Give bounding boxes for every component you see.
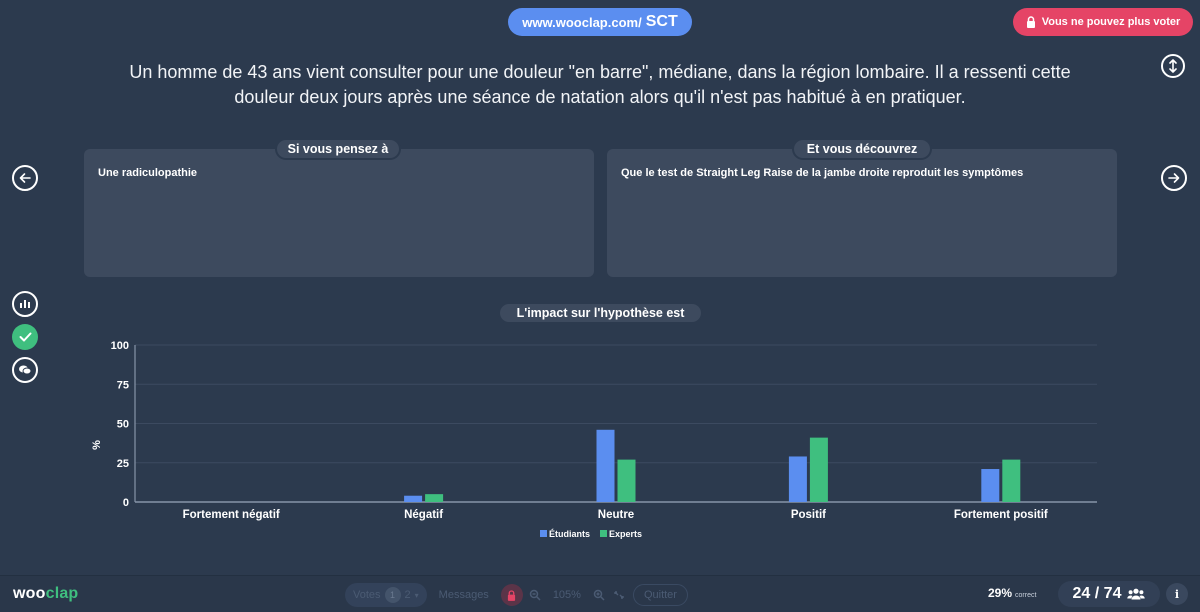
y-tick-label: 50	[117, 419, 129, 431]
x-tick-label: Fortement positif	[954, 509, 1048, 521]
quit-button[interactable]: Quitter	[632, 584, 688, 606]
question-text: Un homme de 43 ans vient consulter pour …	[70, 60, 1130, 110]
arrow-left-icon	[19, 173, 31, 183]
next-question-button[interactable]	[1161, 165, 1187, 191]
results-view-button[interactable]	[12, 291, 38, 317]
event-url-prefix: www.wooclap.com/	[522, 14, 642, 30]
vote-status-text: Vous ne pouvez plus voter	[1041, 16, 1181, 28]
x-tick-label: Négatif	[404, 509, 443, 521]
votes-selector[interactable]: Votes 1 2 ▾	[345, 583, 427, 607]
y-tick-label: 25	[117, 458, 129, 470]
legend-swatch	[600, 530, 607, 537]
votes-label: Votes	[353, 589, 381, 601]
chat-bubbles-icon	[19, 365, 32, 375]
bottom-toolbar: wooclap Votes 1 2 ▾ Messages 105% Quitte	[0, 575, 1200, 612]
info-icon: i	[1174, 587, 1180, 601]
comments-button[interactable]	[12, 357, 38, 383]
bar-etudiants	[404, 495, 423, 502]
lock-icon	[508, 589, 516, 601]
y-axis-label: %	[91, 440, 103, 450]
zoom-out-icon[interactable]	[529, 589, 541, 601]
hypothesis-label: Si vous pensez à	[275, 138, 401, 160]
results-chart: 0 25 50 75 100 Fortement négatif Négatif Neutre…	[91, 340, 1097, 539]
score-label: correct	[1015, 592, 1037, 599]
y-tick-label: 100	[111, 340, 129, 352]
finding-panel: Que le test de Straight Leg Raise de la …	[607, 149, 1117, 277]
question-line-1: Un homme de 43 ans vient consulter pour …	[129, 62, 1071, 82]
bar-etudiants	[596, 429, 615, 502]
vote-closed-badge: Vous ne pouvez plus voter	[1013, 8, 1193, 36]
question-line-2: douleur deux jours après une séance de n…	[234, 87, 966, 107]
expand-vertical-icon	[1169, 59, 1177, 73]
hypothesis-panel: Une radiculopathie	[84, 149, 594, 277]
lock-icon	[1026, 16, 1035, 28]
bar-chart-icon	[20, 300, 30, 308]
bar-experts	[809, 437, 828, 502]
participants-count: 24 / 74	[1072, 585, 1122, 602]
legend-label: Étudiants	[549, 529, 590, 539]
zoom-in-icon[interactable]	[593, 589, 605, 601]
arrow-right-icon	[1168, 173, 1180, 183]
score-value: 29%	[988, 586, 1013, 600]
event-url-pill[interactable]: www.wooclap.com/ SCT	[508, 8, 692, 36]
bar-experts	[425, 494, 444, 502]
show-correct-answer-button[interactable]	[12, 324, 38, 350]
logo-part-2: clap	[45, 585, 79, 602]
x-tick-label: Positif	[791, 509, 826, 521]
bar-etudiants	[788, 456, 807, 502]
event-code: SCT	[645, 13, 678, 30]
finding-label: Et vous découvrez	[792, 138, 932, 160]
messages-button[interactable]: Messages	[438, 589, 489, 601]
presenter-controls: Votes 1 2 ▾ Messages 105% Quitter	[345, 583, 688, 607]
logo-part-1: woo	[13, 585, 46, 602]
bar-experts	[617, 459, 636, 502]
users-icon	[1127, 588, 1146, 600]
toggle-fullscreen-button[interactable]	[1161, 54, 1185, 78]
check-icon	[19, 332, 31, 342]
hypothesis-text: Une radiculopathie	[98, 167, 198, 179]
x-tick-label: Neutre	[598, 509, 634, 521]
chart-title: L'impact sur l'hypothèse est	[498, 302, 703, 324]
chevron-down-icon: ▾	[414, 590, 419, 600]
legend-label: Experts	[609, 529, 642, 539]
fullscreen-icon[interactable]	[611, 589, 627, 601]
participants-counter[interactable]: 24 / 74	[1058, 581, 1160, 607]
votes-total: 2	[404, 589, 411, 601]
bar-etudiants	[981, 469, 1000, 502]
correct-score: 29% correct	[988, 586, 1036, 600]
lock-votes-button[interactable]	[500, 584, 523, 606]
legend-swatch	[540, 530, 547, 537]
info-button[interactable]: i	[1166, 583, 1188, 605]
finding-text: Que le test de Straight Leg Raise de la …	[621, 167, 1024, 179]
y-tick-label: 75	[117, 379, 129, 391]
zoom-level: 105%	[552, 589, 581, 601]
previous-question-button[interactable]	[12, 165, 38, 191]
wooclap-logo: wooclap	[13, 585, 78, 603]
x-tick-label: Fortement négatif	[183, 509, 280, 521]
y-tick-label: 0	[123, 497, 129, 509]
bar-experts	[1002, 459, 1021, 502]
votes-count: 1	[384, 587, 401, 603]
